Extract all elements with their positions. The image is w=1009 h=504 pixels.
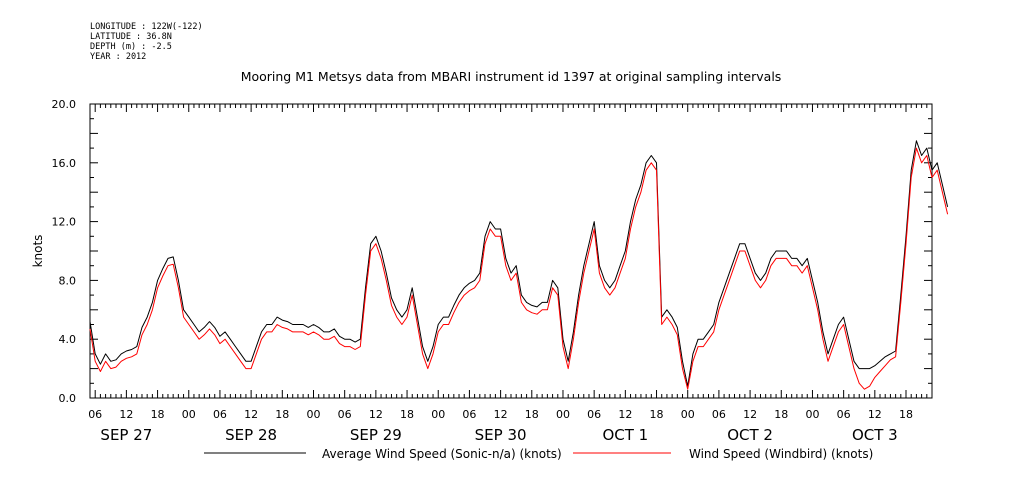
x-hour-label: 06 (462, 408, 476, 421)
legend-label: Average Wind Speed (Sonic-n/a) (knots) (322, 447, 562, 461)
x-hour-label: 18 (899, 408, 913, 421)
y-tick-label: 20.0 (52, 98, 77, 111)
chart-title: Mooring M1 Metsys data from MBARI instru… (241, 69, 782, 84)
y-tick-label: 12.0 (52, 216, 77, 229)
x-hour-label: 12 (244, 408, 258, 421)
y-tick-label: 4.0 (59, 333, 77, 346)
x-day-label: OCT 2 (727, 426, 773, 444)
depth-label: DEPTH (m) : -2.5 (90, 42, 172, 52)
x-hour-label: 06 (587, 408, 601, 421)
x-hour-label: 18 (400, 408, 414, 421)
x-hour-label: 12 (743, 408, 757, 421)
x-hour-label: 06 (213, 408, 227, 421)
x-hour-label: 00 (556, 408, 570, 421)
latitude-label: LATITUDE : 36.8N (90, 32, 172, 42)
series-line-average-wind-speed (89, 140, 949, 387)
x-day-label: SEP 27 (100, 426, 152, 444)
x-hour-label: 12 (369, 408, 383, 421)
x-day-label: OCT 1 (602, 426, 648, 444)
x-hour-label: 00 (431, 408, 445, 421)
y-tick-label: 0.0 (59, 392, 77, 405)
year-label: YEAR : 2012 (90, 52, 147, 62)
x-hour-label: 12 (119, 408, 133, 421)
x-hour-label: 12 (868, 408, 882, 421)
x-hour-label: 00 (306, 408, 320, 421)
longitude-label: LONGITUDE : 122W(-122) (90, 22, 203, 32)
x-hour-label: 00 (681, 408, 695, 421)
x-day-label: SEP 29 (350, 426, 402, 444)
x-hour-label: 00 (805, 408, 819, 421)
legend-label: Wind Speed (Windbird) (knots) (689, 447, 873, 461)
y-tick-label: 16.0 (52, 157, 77, 170)
x-day-label: SEP 28 (225, 426, 277, 444)
x-hour-label: 06 (88, 408, 102, 421)
x-hour-label: 18 (525, 408, 539, 421)
x-hour-label: 18 (774, 408, 788, 421)
x-hour-label: 06 (338, 408, 352, 421)
x-hour-label: 06 (712, 408, 726, 421)
series-line-windbird-wind-speed (89, 147, 949, 390)
x-hour-label: 18 (275, 408, 289, 421)
x-hour-label: 12 (494, 408, 508, 421)
x-hour-label: 06 (837, 408, 851, 421)
plot-frame (89, 103, 933, 399)
x-day-label: OCT 3 (852, 426, 898, 444)
x-hour-label: 00 (182, 408, 196, 421)
y-tick-label: 8.0 (59, 274, 77, 287)
x-hour-label: 18 (151, 408, 165, 421)
y-axis-label: knots (31, 235, 45, 268)
x-day-label: SEP 30 (475, 426, 527, 444)
x-hour-label: 18 (650, 408, 664, 421)
x-hour-label: 12 (618, 408, 632, 421)
